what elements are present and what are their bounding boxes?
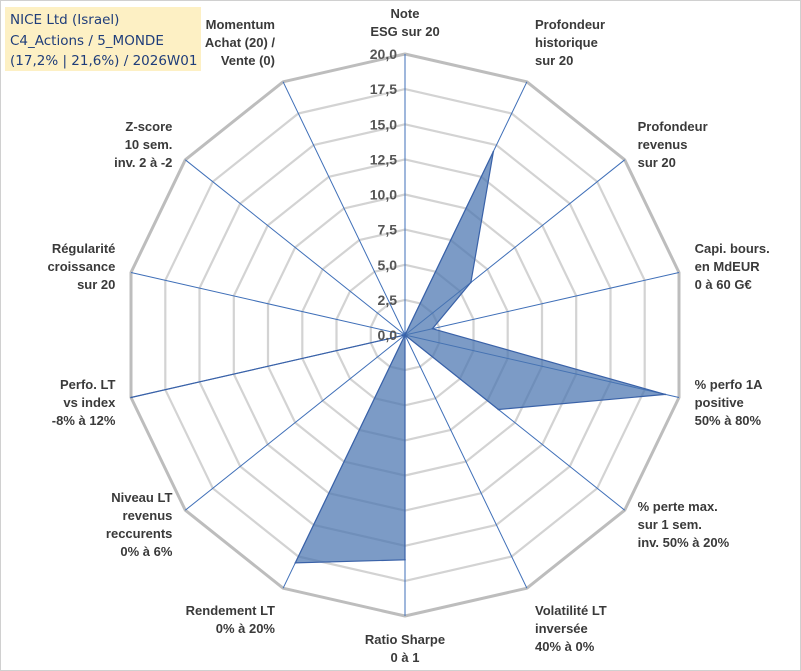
axis-label-line: inversée <box>535 621 588 636</box>
data-point <box>492 150 495 153</box>
axis-label-line: revenus <box>638 137 688 152</box>
axis-spoke <box>282 81 406 336</box>
axis-spoke <box>404 334 528 589</box>
axis-label: % perfo 1A positive 50% à 80% <box>695 377 764 428</box>
axis-label-line: sur 20 <box>638 155 676 170</box>
data-point <box>404 334 406 336</box>
axis-label-line: % perte max. <box>638 499 718 514</box>
tick-label: 17,5 <box>370 81 397 97</box>
axis-label-line: sur 20 <box>535 53 573 68</box>
tick-label: 2,5 <box>378 292 398 308</box>
axis-spoke <box>130 272 406 336</box>
axis-spoke <box>404 272 680 336</box>
chart-title-company: NICE Ltd (Israel) <box>10 12 120 28</box>
tick-label: 15,0 <box>370 116 397 132</box>
axis-label-line: Ratio Sharpe <box>365 632 445 647</box>
data-point <box>497 408 500 411</box>
axis-label-line: Profondeur <box>535 17 605 32</box>
axis-label: Profondeur revenus sur 20 <box>638 119 708 170</box>
axis-label-line: -8% à 12% <box>52 413 116 428</box>
data-point <box>431 327 434 330</box>
series-area <box>130 151 666 564</box>
axis-label: Capi. bours. en MdEUR 0 à 60 G€ <box>695 241 770 292</box>
axis-label-line: inv. 50% à 20% <box>638 535 730 550</box>
chart-title-category: C4_Actions / 5_MONDE <box>10 32 164 49</box>
axis-label-line: Vente (0) <box>221 53 275 68</box>
axis-label-line: positive <box>695 395 744 410</box>
axis-spoke <box>184 159 406 336</box>
axis-label-line: Momentum <box>206 17 275 32</box>
axis-label-line: 0% à 20% <box>216 621 276 636</box>
axis-label-line: vs index <box>63 395 116 410</box>
axis-label-line: sur 1 sem. <box>638 517 702 532</box>
data-point <box>664 393 667 396</box>
axis-label-line: Volatilité LT <box>535 603 607 618</box>
axis-label: Profondeur historique sur 20 <box>535 17 605 68</box>
tick-label: 12,5 <box>370 151 397 167</box>
axis-label: % perte max. sur 1 sem. inv. 50% à 20% <box>638 499 730 550</box>
tick-label: 20,0 <box>370 46 397 62</box>
axis-label-line: revenus <box>123 508 173 523</box>
tick-label: 0,0 <box>378 327 398 343</box>
axis-label: Niveau LT revenus reccurents 0% à 6% <box>106 490 173 559</box>
axis-label-line: 50% à 80% <box>695 413 762 428</box>
axis-label: Ratio Sharpe 0 à 1 <box>365 632 445 665</box>
axis-label-line: reccurents <box>106 526 172 541</box>
axis-label: Z-score 10 sem. inv. 2 à -2 <box>114 119 172 170</box>
axis-label-line: % perfo 1A <box>695 377 764 392</box>
data-point <box>470 281 472 284</box>
axis-label-line: Rendement LT <box>186 603 275 618</box>
axis-labels: Note ESG sur 20 Profondeur historique sur 20… <box>47 6 769 665</box>
tick-label: 5,0 <box>378 257 398 273</box>
data-point <box>294 562 297 564</box>
axis-label: Rendement LT 0% à 20% <box>186 603 276 636</box>
axis-label-line: croissance <box>47 259 115 274</box>
radial-tick-labels: 0,0 2,5 5,0 7,5 10,0 12,5 15,0 17,5 20,0 <box>370 46 397 343</box>
axis-label-line: Achat (20) / <box>205 35 275 50</box>
axis-label: Perfo. LT vs index -8% à 12% <box>52 377 116 428</box>
axis-label-line: en MdEUR <box>695 259 761 274</box>
tick-label: 10,0 <box>370 187 397 203</box>
axis-label-line: 0% à 6% <box>120 544 172 559</box>
axis-spoke <box>184 334 406 511</box>
axis-label-line: 40% à 0% <box>535 639 595 654</box>
chart-title-box: NICE Ltd (Israel) C4_Actions / 5_MONDE (… <box>5 7 201 71</box>
data-point <box>130 396 132 399</box>
chart-title-stats: (17,2% | 21,6%) / 2026W01 <box>10 53 198 69</box>
axis-label-line: Z-score <box>125 119 172 134</box>
data-point <box>404 559 406 561</box>
axis-label-line: sur 20 <box>77 277 115 292</box>
axis-label-line: ESG sur 20 <box>370 24 439 39</box>
axis-label: Régularité croissance sur 20 <box>47 241 115 292</box>
axis-label-line: Capi. bours. <box>695 241 770 256</box>
axis-label-line: Régularité <box>52 241 116 256</box>
axis-label: Note ESG sur 20 <box>370 6 439 39</box>
axis-label-line: Profondeur <box>638 119 708 134</box>
axis-label: Momentum Achat (20) / Vente (0) <box>205 17 275 68</box>
tick-label: 7,5 <box>378 222 398 238</box>
axis-label-line: inv. 2 à -2 <box>114 155 172 170</box>
radar-series-layer <box>130 150 667 564</box>
axis-label-line: 0 à 60 G€ <box>695 277 752 292</box>
axis-label-line: Perfo. LT <box>60 377 115 392</box>
axis-label: Volatilité LT inversée 40% à 0% <box>535 603 607 654</box>
axis-label-line: historique <box>535 35 598 50</box>
axis-label-line: 10 sem. <box>125 137 173 152</box>
axis-label-line: Note <box>391 6 420 21</box>
axis-label-line: Niveau LT <box>111 490 172 505</box>
axis-label-line: 0 à 1 <box>391 650 420 665</box>
